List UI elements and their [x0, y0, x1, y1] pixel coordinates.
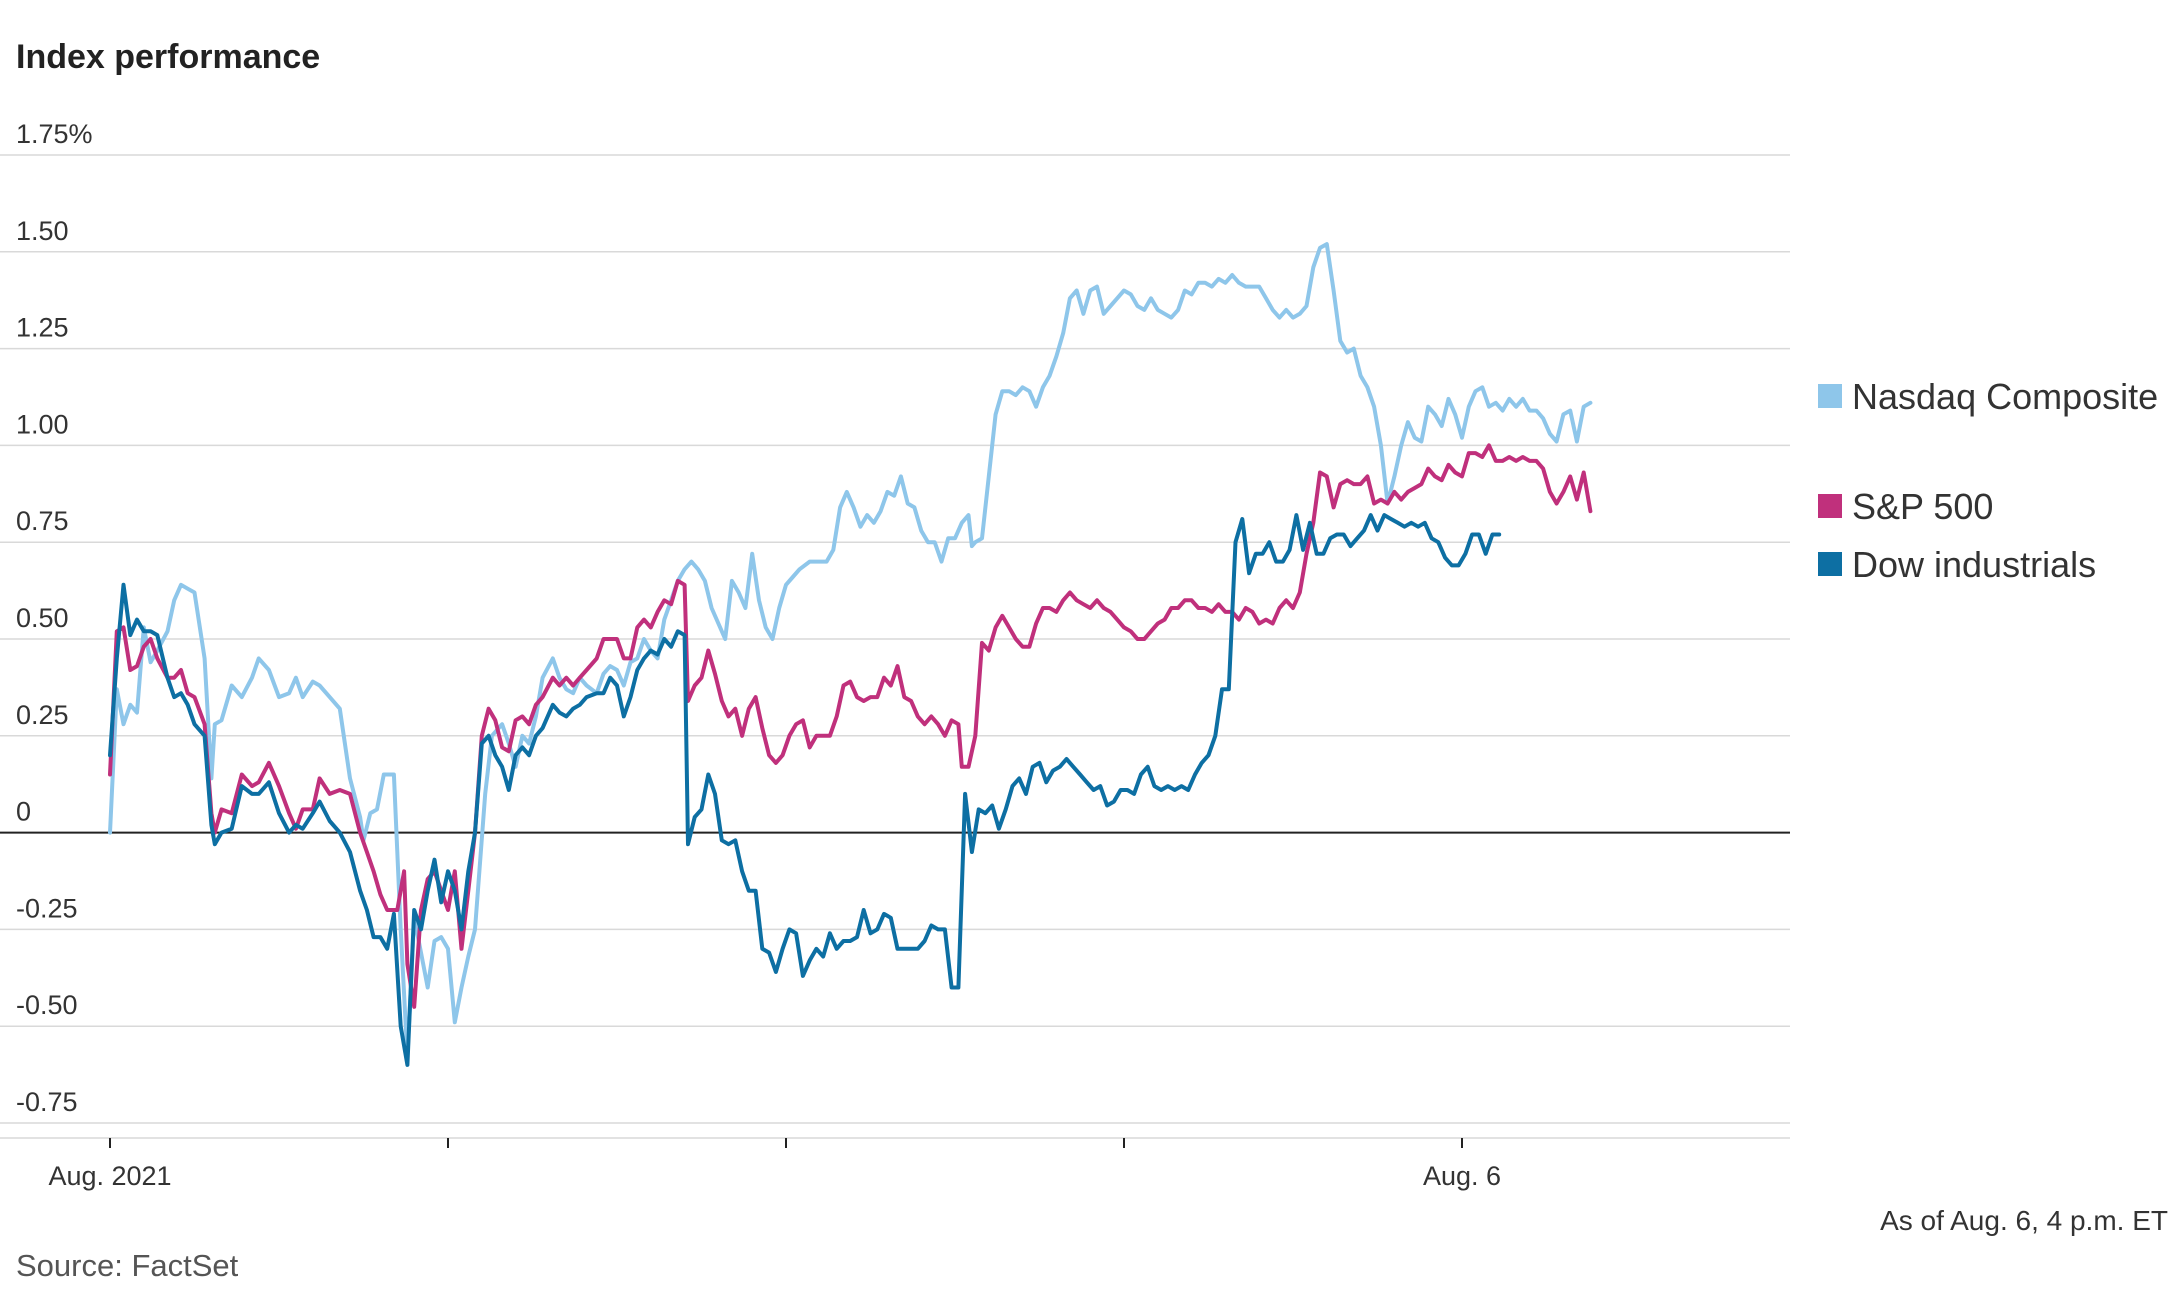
y-tick-label: 0.25: [16, 700, 69, 730]
y-tick-label: 0: [16, 797, 31, 827]
y-tick-label: -0.75: [16, 1087, 78, 1117]
y-axis-tick-labels: 1.75% 1.50 1.25 1.00 0.75 0.50 0.25 0 -0.25 -0.50…: [16, 119, 93, 1117]
x-axis: Aug. 2021 Aug. 6: [0, 1137, 1790, 1191]
as-of-note: As of Aug. 6, 4 p.m. ET: [1880, 1205, 2168, 1236]
y-tick-label: -0.25: [16, 893, 78, 923]
legend-label: Dow industrials: [1852, 544, 2096, 585]
legend-label: Nasdaq Composite: [1852, 376, 2158, 417]
legend-swatch: [1818, 384, 1842, 408]
y-tick-label: 1.00: [16, 409, 69, 439]
legend: Nasdaq Composite S&P 500 Dow industrials: [1818, 376, 2158, 585]
y-tick-label: 1.25: [16, 313, 69, 343]
x-tick-label: Aug. 2021: [48, 1161, 171, 1191]
y-tick-label: 1.75%: [16, 119, 93, 149]
series-line-s-p-500: [108, 443, 1593, 1009]
y-tick-label: -0.50: [16, 990, 78, 1020]
y-tick-label: 1.50: [16, 216, 69, 246]
gridlines: [0, 154, 1790, 1124]
source-note: Source: FactSet: [16, 1248, 239, 1283]
legend-swatch: [1818, 494, 1842, 518]
legend-swatch: [1818, 552, 1842, 576]
legend-label: S&P 500: [1852, 486, 1993, 527]
series-lines: [108, 242, 1593, 1067]
y-tick-label: 0.75: [16, 506, 69, 536]
series-line-nasdaq-composite: [108, 242, 1593, 1060]
chart-title: Index performance: [16, 38, 320, 76]
x-tick-label: Aug. 6: [1423, 1161, 1501, 1191]
y-tick-label: 0.50: [16, 603, 69, 633]
series-line-dow-industrials: [108, 513, 1502, 1067]
